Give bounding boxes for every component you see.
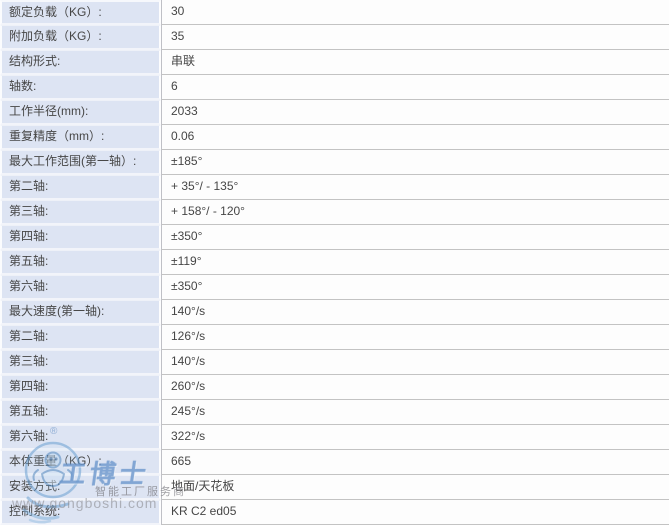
spec-label: 最大工作范围(第一轴）: <box>0 150 161 175</box>
spec-row: 最大工作范围(第一轴）: ±185° <box>0 150 669 175</box>
spec-label: 第六轴: <box>0 275 161 300</box>
spec-row: 第五轴: 245°/s <box>0 400 669 425</box>
spec-label: 附加负载（KG）: <box>0 25 161 50</box>
spec-row: 第三轴: 140°/s <box>0 350 669 375</box>
spec-row: 第四轴: ±350° <box>0 225 669 250</box>
spec-row: 第四轴: 260°/s <box>0 375 669 400</box>
spec-label: 结构形式: <box>0 50 161 75</box>
spec-label: 第四轴: <box>0 375 161 400</box>
spec-value: 245°/s <box>161 400 669 425</box>
spec-row: 第二轴: + 35°/ - 135° <box>0 175 669 200</box>
spec-row: 附加负载（KG）: 35 <box>0 25 669 50</box>
spec-value: KR C2 ed05 <box>161 500 669 525</box>
spec-value: ±350° <box>161 275 669 300</box>
spec-value: ±185° <box>161 150 669 175</box>
spec-value: 260°/s <box>161 375 669 400</box>
spec-row: 重复精度（mm）: 0.06 <box>0 125 669 150</box>
spec-label: 最大速度(第一轴): <box>0 300 161 325</box>
spec-label: 第三轴: <box>0 350 161 375</box>
spec-value: 140°/s <box>161 350 669 375</box>
spec-value: 140°/s <box>161 300 669 325</box>
spec-value: 2033 <box>161 100 669 125</box>
spec-row: 第三轴: + 158°/ - 120° <box>0 200 669 225</box>
spec-label: 第五轴: <box>0 250 161 275</box>
spec-value: 322°/s <box>161 425 669 450</box>
spec-value: 30 <box>161 0 669 25</box>
spec-value: 665 <box>161 450 669 475</box>
spec-label: 工作半径(mm): <box>0 100 161 125</box>
spec-row: 工作半径(mm): 2033 <box>0 100 669 125</box>
spec-value: 串联 <box>161 50 669 75</box>
spec-label: 第二轴: <box>0 325 161 350</box>
spec-value: + 158°/ - 120° <box>161 200 669 225</box>
spec-label: 第六轴: <box>0 425 161 450</box>
spec-label: 第三轴: <box>0 200 161 225</box>
spec-value: 0.06 <box>161 125 669 150</box>
spec-label: 轴数: <box>0 75 161 100</box>
spec-label: 安装方式: <box>0 475 161 500</box>
spec-label: 第五轴: <box>0 400 161 425</box>
spec-label: 控制系统: <box>0 500 161 525</box>
spec-value: + 35°/ - 135° <box>161 175 669 200</box>
spec-label: 额定负载（KG）: <box>0 0 161 25</box>
spec-row: 控制系统: KR C2 ed05 <box>0 500 669 525</box>
spec-row: 第六轴: 322°/s <box>0 425 669 450</box>
spec-value: ±350° <box>161 225 669 250</box>
spec-row: 第二轴: 126°/s <box>0 325 669 350</box>
spec-value: 126°/s <box>161 325 669 350</box>
spec-label: 重复精度（mm）: <box>0 125 161 150</box>
spec-row: 结构形式: 串联 <box>0 50 669 75</box>
spec-label: 本体重量（KG）: <box>0 450 161 475</box>
spec-value: 地面/天花板 <box>161 475 669 500</box>
spec-row: 本体重量（KG）: 665 <box>0 450 669 475</box>
spec-row: 额定负载（KG）: 30 <box>0 0 669 25</box>
spec-label: 第四轴: <box>0 225 161 250</box>
spec-value: 35 <box>161 25 669 50</box>
spec-row: 轴数: 6 <box>0 75 669 100</box>
spec-label: 第二轴: <box>0 175 161 200</box>
spec-row: 第六轴: ±350° <box>0 275 669 300</box>
spec-row: 第五轴: ±119° <box>0 250 669 275</box>
spec-row: 安装方式: 地面/天花板 <box>0 475 669 500</box>
spec-value: 6 <box>161 75 669 100</box>
spec-value: ±119° <box>161 250 669 275</box>
spec-row: 最大速度(第一轴): 140°/s <box>0 300 669 325</box>
